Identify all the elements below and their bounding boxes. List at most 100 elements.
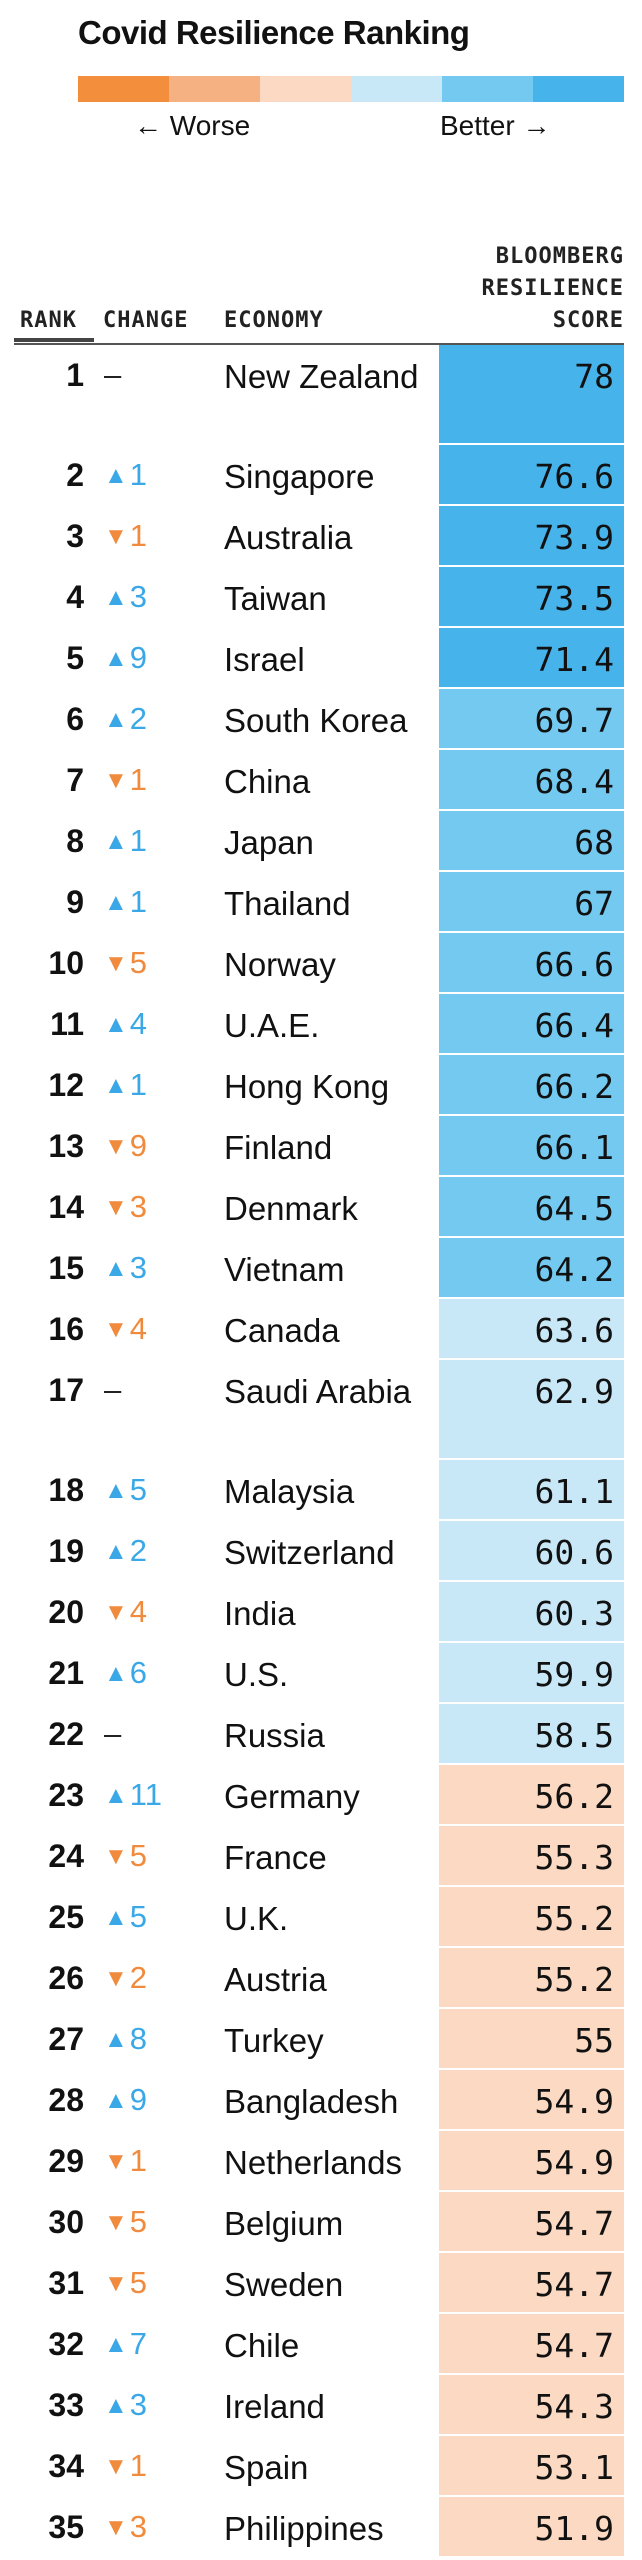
rank-change: – xyxy=(104,1716,121,1752)
rank-value: 30 xyxy=(48,2204,84,2240)
triangle-down-icon: ▼ xyxy=(104,1133,128,1160)
table-row: 15 ▲3 Vietnam 64.2 xyxy=(0,1238,642,1299)
arrow-right-icon: → xyxy=(522,110,551,141)
triangle-up-icon: ▲ xyxy=(104,1782,128,1809)
table-row: 18 ▲5 Malaysia 61.1 xyxy=(0,1460,642,1521)
table-row: 35 ▼3 Philippines 51.9 xyxy=(0,2497,642,2558)
rank-change: ▼1 xyxy=(104,2143,147,2179)
table-row: 7 ▼1 China 68.4 xyxy=(0,750,642,811)
economy-name: Switzerland xyxy=(224,1534,395,1571)
rank-change: ▼4 xyxy=(104,1594,147,1630)
rank-value: 13 xyxy=(48,1128,84,1164)
economy-name: Austria xyxy=(224,1961,327,1998)
economy-name: U.S. xyxy=(224,1656,289,1693)
rank-value: 24 xyxy=(48,1838,84,1874)
rank-change: ▲3 xyxy=(104,579,147,615)
rank-change-value: 4 xyxy=(129,1594,148,1629)
score-cell xyxy=(439,750,624,809)
rank-header-underline xyxy=(14,338,94,342)
score-cell xyxy=(439,1765,624,1824)
score-cell xyxy=(439,2314,624,2373)
economy-name: Sweden xyxy=(224,2266,344,2303)
score-cell xyxy=(439,2375,624,2434)
rank-value: 35 xyxy=(48,2509,84,2545)
table-row: 20 ▼4 India 60.3 xyxy=(0,1582,642,1643)
table-row: 6 ▲2 South Korea 69.7 xyxy=(0,689,642,750)
score-cell xyxy=(439,1521,624,1580)
rank-value: 1 xyxy=(66,357,84,393)
table-row: 5 ▲9 Israel 71.4 xyxy=(0,628,642,689)
rank-change-value: 3 xyxy=(129,2509,148,2544)
score-cell xyxy=(439,2497,624,2556)
rank-change-value: 1 xyxy=(129,457,148,492)
score-cell xyxy=(439,1055,624,1114)
rank-change-value: 1 xyxy=(129,2448,148,2483)
score-cell xyxy=(439,2192,624,2251)
rank-value: 3 xyxy=(66,518,84,554)
score-cell xyxy=(439,811,624,870)
column-header-score-line-2: RESILIENCE xyxy=(481,276,624,301)
rank-change-value: 5 xyxy=(129,1899,148,1934)
table-row: 31 ▼5 Sweden 54.7 xyxy=(0,2253,642,2314)
economy-name: Thailand xyxy=(224,885,351,922)
rank-change: ▼3 xyxy=(104,2509,147,2545)
triangle-down-icon: ▼ xyxy=(104,523,128,550)
header-rule xyxy=(14,343,624,345)
rank-change: ▲8 xyxy=(104,2021,147,2057)
table-row: 8 ▲1 Japan 68 xyxy=(0,811,642,872)
triangle-down-icon: ▼ xyxy=(104,2453,128,2480)
rank-change: ▼5 xyxy=(104,1838,147,1874)
economy-name: Japan xyxy=(224,824,314,861)
triangle-up-icon: ▲ xyxy=(104,2392,128,2419)
column-header-change: CHANGE xyxy=(103,308,189,333)
score-cell xyxy=(439,628,624,687)
rank-change-value: 11 xyxy=(129,1777,162,1812)
resilience-score: 68 xyxy=(574,823,614,862)
score-cell xyxy=(439,1238,624,1297)
economy-name: Australia xyxy=(224,519,353,556)
resilience-score: 67 xyxy=(574,884,614,923)
table-row: 21 ▲6 U.S. 59.9 xyxy=(0,1643,642,1704)
rank-value: 10 xyxy=(48,945,84,981)
triangle-down-icon: ▼ xyxy=(104,2270,128,2297)
rank-value: 6 xyxy=(66,701,84,737)
economy-name: Russia xyxy=(224,1717,325,1754)
economy-name: Vietnam xyxy=(224,1251,345,1288)
economy-name: Chile xyxy=(224,2327,300,2364)
table-row: 13 ▼9 Finland 66.1 xyxy=(0,1116,642,1177)
color-scale-legend xyxy=(78,76,624,102)
resilience-score: 73.9 xyxy=(534,518,614,557)
rank-change: – xyxy=(104,357,121,393)
resilience-score: 53.1 xyxy=(534,2448,614,2487)
table-row: 9 ▲1 Thailand 67 xyxy=(0,872,642,933)
economy-name: Singapore xyxy=(224,458,375,495)
table-row: 17– Saudi Arabia 62.9 xyxy=(0,1360,642,1460)
resilience-score: 66.6 xyxy=(534,945,614,984)
rank-change-value: 1 xyxy=(129,823,148,858)
rank-value: 28 xyxy=(48,2082,84,2118)
rank-change: ▲1 xyxy=(104,1067,147,1103)
rank-change-value: 9 xyxy=(129,1128,148,1163)
triangle-down-icon: ▼ xyxy=(104,1965,128,1992)
triangle-up-icon: ▲ xyxy=(104,1011,128,1038)
rank-change-value: 5 xyxy=(129,2265,148,2300)
rank-change-value: 1 xyxy=(129,1067,148,1102)
rank-change: ▲11 xyxy=(104,1777,162,1813)
rank-change-value: 2 xyxy=(129,701,148,736)
rank-change: ▲9 xyxy=(104,2082,147,2118)
rank-change-value: 5 xyxy=(129,2204,148,2239)
score-cell xyxy=(439,2253,624,2312)
rank-value: 34 xyxy=(48,2448,84,2484)
rank-change-value: – xyxy=(104,1372,122,1407)
economy-name: Ireland xyxy=(224,2388,325,2425)
rank-change-value: 3 xyxy=(129,1250,148,1285)
economy-name: Bangladesh xyxy=(224,2083,399,2120)
economy-name: Saudi Arabia xyxy=(224,1373,412,1410)
triangle-down-icon: ▼ xyxy=(104,950,128,977)
legend-swatch-4 xyxy=(351,76,442,102)
legend-swatch-3 xyxy=(260,76,351,102)
economy-name: Taiwan xyxy=(224,580,327,617)
rank-change-value: 2 xyxy=(129,1533,148,1568)
rank-change: ▲1 xyxy=(104,823,147,859)
rank-value: 22 xyxy=(48,1716,84,1752)
